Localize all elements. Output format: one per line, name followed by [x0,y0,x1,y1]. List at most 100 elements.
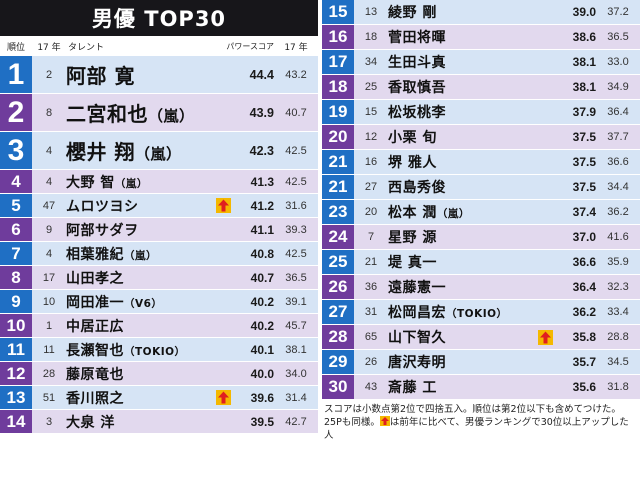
prev-rank: 25 [364,81,378,93]
talent-group: （TOKIO） [124,345,186,358]
prev-rank: 9 [45,223,53,236]
power-score: 39.6 [250,390,274,405]
ranking-row: 12 28 藤原竜也 40.0 34.0 [0,362,318,386]
rank-number: 24 [322,225,354,249]
talent-name-text: ムロツヨシ [66,198,139,215]
power-score: 41.3 [250,174,274,189]
power-score: 37.5 [572,180,596,194]
power-score: 40.1 [250,342,274,357]
talent-name-text: 阿部 寛 [66,64,135,88]
talent-name-text: 相葉雅紀 [66,246,124,263]
prev-score: 42.7 [285,415,307,428]
talent-name-text: 唐沢寿明 [388,355,446,371]
power-score: 35.6 [572,380,596,394]
talent-name: ムロツヨシ [66,196,214,216]
talent-name: 阿部 寛 [66,60,214,89]
talent-group: （嵐） [134,145,182,163]
ranking-row: 9 10 岡田准一（V6） 40.2 39.1 [0,290,318,314]
ranking-row: 14 3 大泉 洋 39.5 42.7 [0,410,318,434]
talent-name-text: 菅田将暉 [388,30,446,46]
arrow-placeholder [214,142,232,160]
talent-name-text: 山下智久 [388,330,446,346]
talent-name-text: 松岡昌宏 [388,305,446,321]
column-header: 順位 17 年 タレント パワースコア 17 年 [0,36,318,56]
prev-rank: 36 [364,281,378,293]
power-score: 37.9 [572,105,596,119]
rank-number: 5 [0,194,32,217]
prev-rank: 7 [367,231,375,243]
power-score: 43.9 [249,105,274,120]
talent-name: 綾野 剛 [388,2,536,22]
rank-number: 30 [322,375,354,399]
talent-name-text: 香川照之 [66,390,124,407]
prev-rank: 27 [364,181,378,193]
rank-number: 8 [0,266,32,289]
power-score: 41.2 [250,198,274,213]
rank-number: 19 [322,100,354,124]
up-arrow-icon [214,197,232,215]
up-arrow-icon [536,328,554,346]
power-score: 40.2 [250,294,274,309]
prev-rank: 2 [45,68,53,81]
arrow-placeholder [536,128,554,146]
talent-name: 藤原竜也 [66,364,214,384]
prev-score: 36.6 [607,156,629,168]
power-score: 38.6 [572,30,596,44]
prev-score: 33.4 [607,306,629,318]
arrow-placeholder [214,269,232,287]
talent-name-text: 中居正広 [66,318,124,335]
left-column: 男優 TOP30 順位 17 年 タレント パワースコア 17 年 1 2 阿部 寛… [0,0,318,434]
power-score: 37.5 [572,155,596,169]
ranking-row: 21 16 堺 雅人 37.5 36.6 [322,150,640,175]
arrow-placeholder [536,78,554,96]
rank-number: 20 [322,125,354,149]
talent-name: 香川照之 [66,388,214,408]
talent-name: 松坂桃李 [388,102,536,122]
rank-number: 25 [322,250,354,274]
prev-rank: 28 [42,367,56,380]
ranking-row: 10 1 中居正広 40.2 45.7 [0,314,318,338]
power-score: 36.2 [572,305,596,319]
talent-name: 松本 潤（嵐） [388,202,536,222]
arrow-placeholder [214,221,232,239]
rank-number: 13 [0,386,32,409]
prev-score: 40.7 [285,106,307,119]
talent-name: 櫻井 翔（嵐） [66,136,214,165]
talent-name-text: 松坂桃李 [388,105,446,121]
prev-score: 36.4 [607,106,629,118]
ranking-row: 23 20 松本 潤（嵐） 37.4 36.2 [322,200,640,225]
prev-rank: 4 [45,247,53,260]
rank-number: 23 [322,200,354,224]
talent-name: 堤 真一 [388,252,536,272]
prev-score: 34.0 [285,367,307,380]
prev-rank: 31 [364,306,378,318]
talent-name: 大野 智（嵐） [66,172,214,192]
arrow-placeholder [214,245,232,263]
prev-rank: 13 [364,6,378,18]
power-score: 40.8 [250,246,274,261]
talent-name-text: 遠藤憲一 [388,280,446,296]
rank-number: 21 [322,175,354,199]
prev-score: 45.7 [285,319,307,332]
talent-name: 菅田将暉 [388,27,536,47]
talent-name: 唐沢寿明 [388,352,536,372]
ranking-row: 25 21 堤 真一 36.6 35.9 [322,250,640,275]
ranking-row: 21 27 西島秀俊 37.5 34.4 [322,175,640,200]
arrow-placeholder [536,53,554,71]
col-prev: 17 年 [284,42,308,53]
up-arrow-icon [214,389,232,407]
ranking-row: 4 4 大野 智（嵐） 41.3 42.5 [0,170,318,194]
talent-name-text: 星野 源 [388,230,437,246]
talent-name: 星野 源 [388,227,536,247]
arrow-placeholder [214,317,232,335]
arrow-placeholder [536,278,554,296]
talent-name: 小栗 旬 [388,127,536,147]
power-score: 40.0 [250,366,274,381]
power-score: 37.4 [572,205,596,219]
col-talent: タレント [68,42,105,53]
ranking-row: 11 11 長瀬智也（TOKIO） 40.1 38.1 [0,338,318,362]
prev-score: 36.5 [607,31,629,43]
power-score: 35.8 [572,330,596,344]
prev-rank: 1 [45,319,53,332]
talent-name: 生田斗真 [388,52,536,72]
